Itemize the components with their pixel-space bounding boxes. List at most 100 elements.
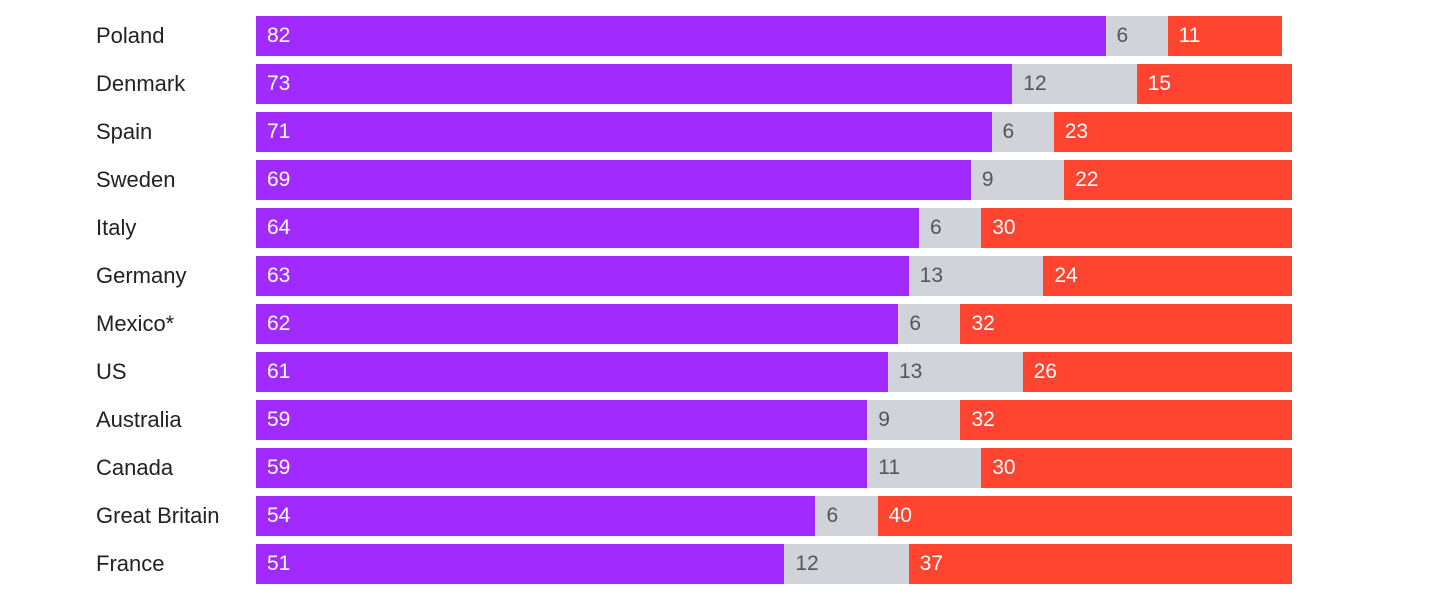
country-label: Spain (96, 119, 153, 144)
country-label: Denmark (96, 71, 186, 96)
country-label: Australia (96, 407, 182, 432)
data-label: 6 (1002, 120, 1015, 143)
data-label: 6 (1116, 24, 1129, 47)
stacked-bar: 69 9 22 (256, 160, 1292, 200)
bar-row: Great Britain 54 6 40 (0, 496, 1437, 536)
stacked-bar: 61 13 26 (256, 352, 1292, 392)
agree-segment: 51 (256, 544, 785, 584)
stacked-bar: 82 6 11 (256, 16, 1292, 56)
agree-segment: 59 (256, 448, 868, 488)
agree-segment: 59 (256, 400, 868, 440)
stacked-bar: 64 6 30 (256, 208, 1292, 248)
data-label: 73 (267, 72, 291, 95)
stacked-bar: 59 11 30 (256, 448, 1292, 488)
disagree-segment: 32 (960, 400, 1292, 440)
stacked-bar: 71 6 23 (256, 112, 1292, 152)
neutral-segment: 12 (784, 544, 909, 584)
country-label: Poland (96, 23, 165, 48)
disagree-segment: 24 (1043, 256, 1292, 296)
bar-row: US 61 13 26 (0, 352, 1437, 392)
data-label: 6 (909, 312, 921, 335)
data-label: 71 (267, 120, 291, 143)
stacked-bar: 54 6 40 (256, 496, 1292, 536)
data-label: 9 (981, 168, 994, 191)
data-label: 9 (878, 408, 890, 431)
data-label: 69 (267, 168, 291, 191)
data-label: 23 (1064, 120, 1089, 143)
data-label: 11 (1178, 24, 1201, 47)
neutral-segment: 6 (1105, 16, 1168, 56)
stacked-bar: 51 12 37 (256, 544, 1292, 584)
disagree-segment: 11 (1167, 16, 1282, 56)
country-label: Germany (96, 263, 187, 288)
bar-row: Germany 63 13 24 (0, 256, 1437, 296)
data-label: 61 (267, 360, 291, 383)
data-label: 12 (1023, 72, 1047, 95)
country-label: Sweden (96, 167, 176, 192)
data-label: 32 (971, 408, 995, 431)
neutral-segment: 6 (919, 208, 982, 248)
neutral-segment: 6 (898, 304, 961, 344)
country-label: Great Britain (96, 503, 220, 528)
country-label: France (96, 551, 165, 576)
country-label: Canada (96, 455, 174, 480)
agree-segment: 82 (256, 16, 1106, 56)
neutral-segment: 6 (815, 496, 878, 536)
data-label: 6 (930, 216, 942, 239)
data-label: 32 (971, 312, 995, 335)
neutral-segment: 13 (908, 256, 1044, 296)
data-label: 82 (267, 24, 291, 47)
data-label: 63 (267, 264, 291, 287)
country-label: Mexico* (96, 311, 175, 336)
data-label: 30 (992, 216, 1016, 239)
agree-segment: 54 (256, 496, 816, 536)
neutral-segment: 6 (991, 112, 1054, 152)
agree-segment: 63 (256, 256, 909, 296)
disagree-segment: 40 (877, 496, 1292, 536)
disagree-segment: 22 (1064, 160, 1292, 200)
agree-segment: 61 (256, 352, 888, 392)
data-label: 51 (267, 552, 291, 575)
agree-segment: 62 (256, 304, 899, 344)
data-label: 26 (1033, 360, 1057, 383)
stacked-bar: 63 13 24 (256, 256, 1292, 296)
agree-segment: 73 (256, 64, 1013, 104)
data-label: 64 (267, 216, 291, 239)
neutral-segment: 12 (1012, 64, 1137, 104)
disagree-segment: 30 (981, 208, 1292, 248)
data-label: 13 (919, 264, 944, 287)
agree-segment: 69 (256, 160, 971, 200)
country-label: Italy (96, 215, 137, 240)
data-label: 22 (1075, 168, 1099, 191)
agree-segment: 64 (256, 208, 920, 248)
data-label: 54 (267, 504, 291, 527)
disagree-segment: 23 (1053, 112, 1292, 152)
bar-row: Spain 71 6 23 (0, 112, 1437, 152)
disagree-segment: 30 (981, 448, 1292, 488)
data-label: 13 (898, 360, 923, 383)
data-label: 12 (795, 552, 819, 575)
bar-row: Poland 82 6 11 (0, 16, 1437, 56)
neutral-segment: 9 (867, 400, 961, 440)
bar-row: Australia 59 9 32 (0, 400, 1437, 440)
data-label: 59 (267, 408, 291, 431)
bar-row: Italy 64 6 30 (0, 208, 1437, 248)
neutral-segment: 13 (887, 352, 1023, 392)
data-label: 59 (267, 456, 291, 479)
data-label: 6 (826, 504, 839, 527)
disagree-segment: 15 (1136, 64, 1292, 104)
country-label: US (96, 359, 127, 384)
data-label: 37 (919, 552, 944, 575)
disagree-segment: 32 (960, 304, 1292, 344)
disagree-segment: 37 (908, 544, 1292, 584)
bar-row: Canada 59 11 30 (0, 448, 1437, 488)
stacked-bar: 59 9 32 (256, 400, 1292, 440)
data-label: 40 (888, 504, 912, 527)
bar-row: Denmark 73 12 15 (0, 64, 1437, 104)
bar-row: Mexico* 62 6 32 (0, 304, 1437, 344)
neutral-segment: 9 (970, 160, 1065, 200)
data-label: 62 (267, 312, 291, 335)
neutral-segment: 11 (867, 448, 982, 488)
data-label: 11 (878, 456, 901, 479)
